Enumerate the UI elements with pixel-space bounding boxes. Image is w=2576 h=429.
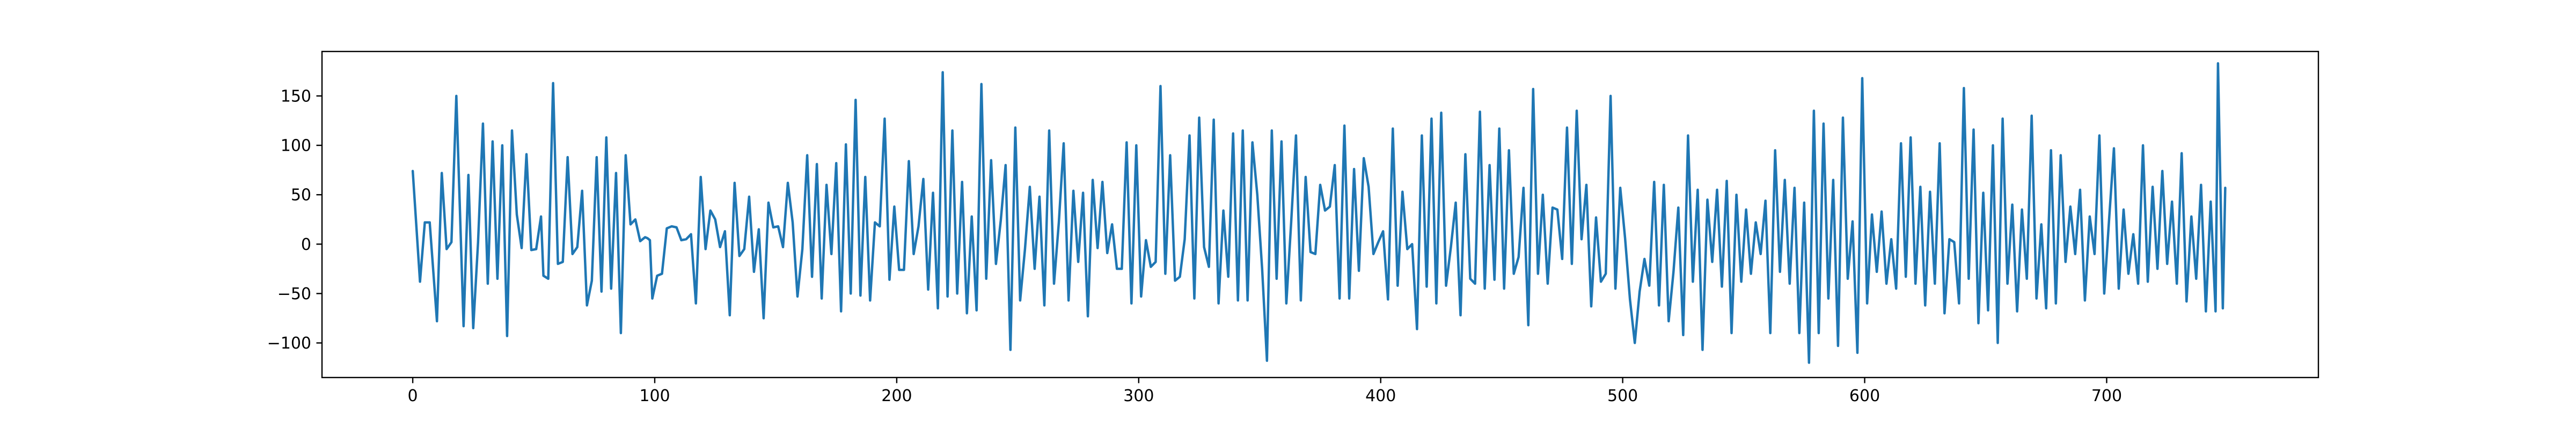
y-tick-label: 150 bbox=[281, 87, 311, 106]
y-tick-label: 0 bbox=[301, 235, 311, 254]
x-tick-label: 0 bbox=[408, 387, 418, 405]
y-tick-label: −50 bbox=[277, 285, 311, 304]
x-tick-label: 500 bbox=[1607, 387, 1638, 405]
series-line bbox=[411, 62, 2227, 364]
x-tick-label: 100 bbox=[639, 387, 670, 405]
plot-frame bbox=[321, 50, 2319, 379]
y-tick-label: 50 bbox=[291, 186, 311, 205]
x-tick-label: 600 bbox=[1849, 387, 1880, 405]
y-tick-label: 100 bbox=[281, 137, 311, 156]
y-tick-label: −100 bbox=[267, 334, 311, 353]
x-tick-label: 200 bbox=[881, 387, 912, 405]
x-tick-label: 300 bbox=[1123, 387, 1154, 405]
x-tick-label: 400 bbox=[1365, 387, 1396, 405]
x-tick-label: 700 bbox=[2091, 387, 2122, 405]
